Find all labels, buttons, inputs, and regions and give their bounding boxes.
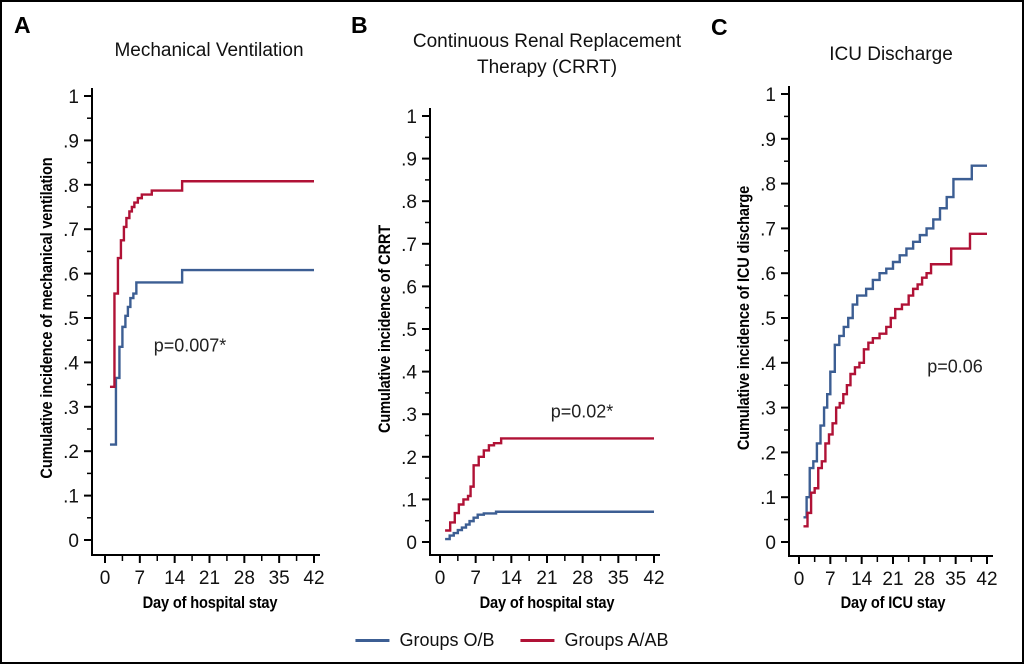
svg-text:42: 42 [643,568,664,589]
svg-text:.6: .6 [760,264,776,285]
svg-text:.3: .3 [760,399,776,420]
svg-text:.3: .3 [401,405,417,426]
x-axis-label-b: Day of hospital stay [479,593,615,612]
y-axis-label-c: Cumulative incidence of ICU discharge [734,185,753,451]
panel-letter-a: A [14,12,31,38]
svg-text:.8: .8 [401,192,417,213]
svg-text:.2: .2 [760,443,776,464]
svg-text:.4: .4 [760,354,776,375]
svg-text:.9: .9 [401,150,417,171]
svg-text:0: 0 [100,568,111,589]
chart-title-icu-discharge: ICU Discharge [829,44,953,65]
svg-text:0: 0 [765,533,776,554]
svg-text:28: 28 [914,569,935,590]
svg-text:.1: .1 [63,487,79,508]
legend-item-groups-aab: Groups A/AB [520,630,669,651]
svg-text:0: 0 [435,568,446,589]
svg-text:42: 42 [976,569,997,590]
legend-line-swatch-red [520,639,555,642]
svg-text:0: 0 [68,531,79,552]
svg-text:14: 14 [164,568,186,589]
p-value-annotation-a: p=0.007* [153,335,227,356]
svg-text:7: 7 [825,569,836,590]
svg-text:.6: .6 [401,277,417,298]
svg-text:35: 35 [608,568,629,589]
svg-text:14: 14 [501,568,523,589]
panel-letter-b: B [351,12,368,38]
svg-text:21: 21 [882,569,903,590]
svg-text:1: 1 [68,87,79,108]
chart-title-mechanical-ventilation: Mechanical Ventilation [114,40,304,61]
p-value-annotation-b: p=0.02* [550,401,614,422]
svg-text:1: 1 [406,107,417,128]
x-axis-label-a: Day of hospital stay [142,593,278,612]
svg-text:0: 0 [406,533,417,554]
svg-text:.8: .8 [760,175,776,196]
svg-text:.4: .4 [63,353,79,374]
svg-text:.9: .9 [63,131,79,152]
y-axis-label-b: Cumulative incidence of CRRT [375,224,394,434]
svg-text:21: 21 [536,568,557,589]
panel-letter-c: C [711,14,728,40]
x-axis-label-c: Day of ICU stay [840,593,946,612]
svg-text:42: 42 [303,568,324,589]
svg-text:.4: .4 [401,363,417,384]
svg-text:.1: .1 [401,490,417,511]
p-value-annotation-c: p=0.06 [927,356,983,377]
legend: Groups O/B Groups A/AB [355,630,669,651]
svg-text:.2: .2 [63,442,79,463]
svg-text:.7: .7 [63,220,79,241]
svg-text:.8: .8 [63,176,79,197]
legend-label-groups-ob: Groups O/B [399,630,495,650]
svg-text:14: 14 [851,569,873,590]
chart-title-crrt: Continuous Renal Replacement Therapy (CR… [412,31,682,78]
svg-text:28: 28 [572,568,593,589]
svg-text:.3: .3 [63,398,79,419]
svg-text:.5: .5 [401,320,417,341]
svg-text:35: 35 [269,568,290,589]
legend-label-groups-aab: Groups A/AB [564,630,669,650]
svg-text:28: 28 [234,568,255,589]
svg-text:.5: .5 [760,309,776,330]
svg-text:0: 0 [794,569,805,590]
svg-text:.7: .7 [401,235,417,256]
svg-text:1: 1 [765,85,776,106]
svg-text:.9: .9 [760,130,776,151]
legend-item-groups-ob: Groups O/B [355,630,494,651]
svg-text:35: 35 [945,569,966,590]
svg-text:.6: .6 [63,265,79,286]
legend-line-swatch-blue [355,639,390,642]
svg-text:.1: .1 [760,488,776,509]
svg-text:7: 7 [470,568,481,589]
svg-text:21: 21 [199,568,220,589]
y-axis-label-a: Cumulative incidence of mechanical venti… [37,157,56,479]
svg-text:.7: .7 [760,219,776,240]
svg-text:.2: .2 [401,448,417,469]
svg-text:7: 7 [135,568,146,589]
svg-text:.5: .5 [63,309,79,330]
